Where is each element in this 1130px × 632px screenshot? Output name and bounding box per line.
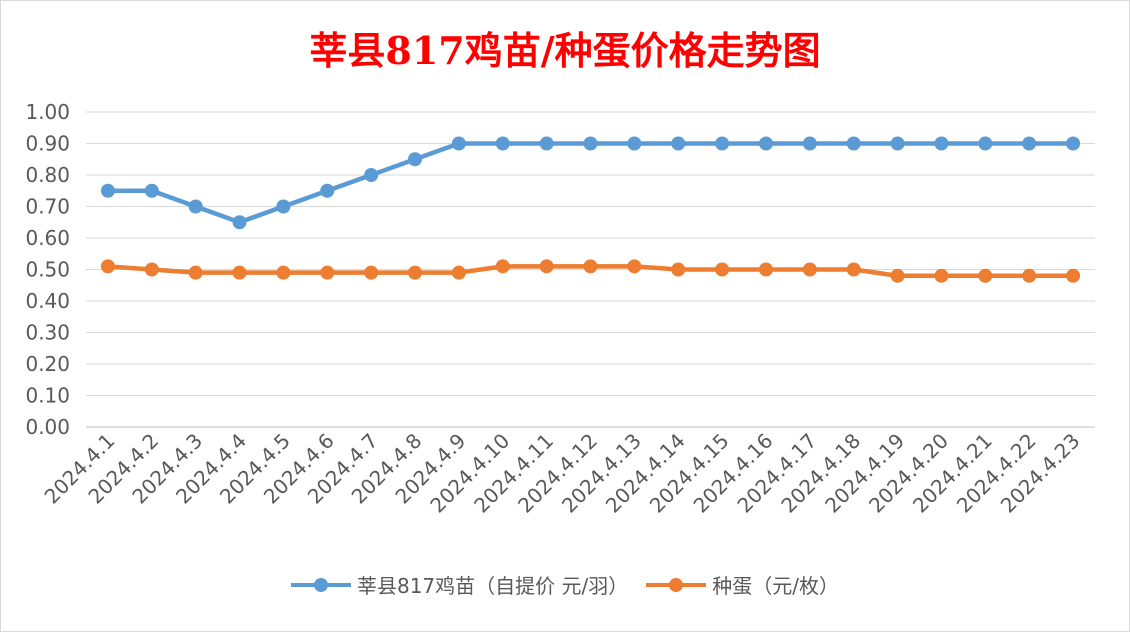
data-point <box>627 259 642 274</box>
data-point <box>188 265 203 280</box>
y-tick-label: 0.50 <box>25 258 70 282</box>
legend-item-chick: 莘县817鸡苗（自提价 元/羽） <box>290 570 629 599</box>
data-point <box>408 152 423 167</box>
data-point <box>320 265 335 280</box>
y-tick-label: 0.10 <box>25 384 70 408</box>
data-point <box>232 215 247 230</box>
data-point <box>408 265 423 280</box>
data-point <box>495 136 510 151</box>
data-point <box>715 262 730 277</box>
data-point <box>758 262 773 277</box>
legend: 莘县817鸡苗（自提价 元/羽） 种蛋（元/枚） <box>0 570 1130 599</box>
y-tick-label: 0.70 <box>25 195 70 219</box>
series-layer <box>100 136 1081 283</box>
y-tick-label: 0.90 <box>25 132 70 156</box>
y-tick-label: 0.20 <box>25 352 70 376</box>
data-point <box>583 136 598 151</box>
data-point <box>1066 268 1081 283</box>
data-point <box>890 136 905 151</box>
data-point <box>802 136 817 151</box>
data-point <box>934 136 949 151</box>
data-point <box>539 259 554 274</box>
y-tick-label: 0.80 <box>25 163 70 187</box>
data-point <box>846 262 861 277</box>
data-point <box>100 259 115 274</box>
data-point <box>495 259 510 274</box>
data-point <box>232 265 247 280</box>
y-tick-label: 0.30 <box>25 321 70 345</box>
data-point <box>451 136 466 151</box>
y-tick-label: 1.00 <box>25 100 70 124</box>
data-point <box>276 199 291 214</box>
y-tick-label: 0.40 <box>25 289 70 313</box>
data-point <box>978 136 993 151</box>
data-point <box>1022 136 1037 151</box>
data-point <box>934 268 949 283</box>
data-point <box>978 268 993 283</box>
y-axis-ticks: 0.00 0.10 0.20 0.30 0.40 0.50 0.60 0.70 0.80 0.90… <box>25 100 70 439</box>
data-point <box>1066 136 1081 151</box>
data-point <box>715 136 730 151</box>
data-point <box>846 136 861 151</box>
data-point <box>539 136 554 151</box>
data-point <box>671 136 686 151</box>
data-point <box>583 259 598 274</box>
data-point <box>758 136 773 151</box>
data-point <box>188 199 203 214</box>
series-line-0 <box>105 141 1076 225</box>
data-point <box>1022 268 1037 283</box>
legend-label-chick: 莘县817鸡苗（自提价 元/羽） <box>356 574 629 598</box>
data-point <box>627 136 642 151</box>
legend-item-egg: 种蛋（元/枚） <box>646 570 839 599</box>
chart-title: 莘县817鸡苗/种蛋价格走势图 <box>309 28 821 73</box>
data-point <box>364 168 379 182</box>
data-point <box>364 265 379 280</box>
data-point <box>451 265 466 280</box>
data-point <box>802 262 817 277</box>
legend-swatch-chick <box>290 577 351 592</box>
y-tick-label: 0.00 <box>25 415 70 439</box>
legend-label-egg: 种蛋（元/枚） <box>712 574 840 598</box>
data-point <box>276 265 291 280</box>
data-point <box>320 183 335 198</box>
data-point <box>890 268 905 283</box>
x-axis-ticks: 2024.4.12024.4.22024.4.32024.4.42024.4.5… <box>40 429 1085 518</box>
data-point <box>100 183 115 198</box>
data-point <box>671 262 686 277</box>
legend-swatch-egg <box>646 577 707 592</box>
y-tick-label: 0.60 <box>25 226 70 250</box>
data-point <box>144 262 159 277</box>
data-point <box>144 183 159 198</box>
